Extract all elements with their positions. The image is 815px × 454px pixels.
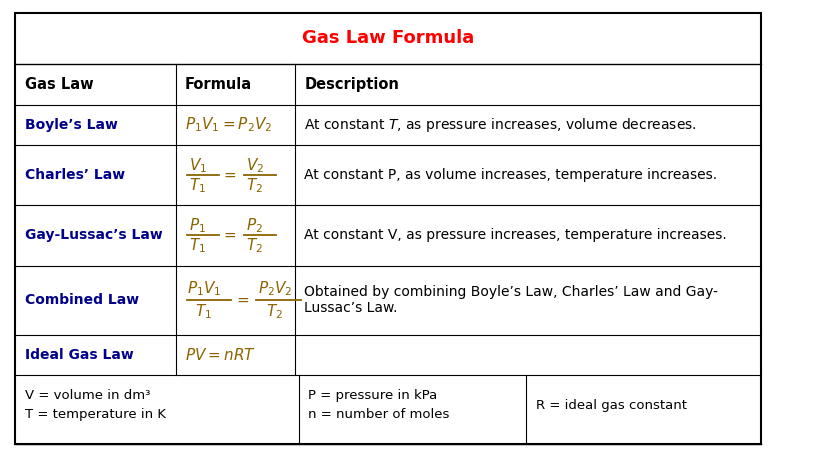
Text: $\mathit{V}_2$: $\mathit{V}_2$	[246, 156, 264, 175]
Text: =: =	[223, 168, 236, 183]
Text: R = ideal gas constant: R = ideal gas constant	[535, 399, 686, 412]
Text: $\mathit{T}_1$: $\mathit{T}_1$	[189, 176, 206, 195]
Text: Gas Law: Gas Law	[24, 77, 93, 92]
Text: At constant V, as pressure increases, temperature increases.: At constant V, as pressure increases, te…	[304, 228, 727, 242]
Text: $\mathit{P}_2$: $\mathit{P}_2$	[246, 216, 263, 235]
Text: $\mathit{P}_1\mathit{V}_1$: $\mathit{P}_1\mathit{V}_1$	[187, 279, 222, 298]
Text: Description: Description	[304, 77, 399, 92]
Text: $\mathit{T}_2$: $\mathit{T}_2$	[267, 302, 284, 321]
Text: =: =	[237, 292, 249, 307]
Text: At constant P, as volume increases, temperature increases.: At constant P, as volume increases, temp…	[304, 168, 717, 183]
Text: =: =	[223, 228, 236, 243]
Text: Obtained by combining Boyle’s Law, Charles’ Law and Gay-
Lussac’s Law.: Obtained by combining Boyle’s Law, Charl…	[304, 285, 718, 315]
Text: $\mathit{P}_2\mathit{V}_2$: $\mathit{P}_2\mathit{V}_2$	[258, 279, 293, 298]
Text: P = pressure in kPa
n = number of moles: P = pressure in kPa n = number of moles	[308, 390, 449, 421]
Text: $\mathit{PV} = n\mathit{RT}$: $\mathit{PV} = n\mathit{RT}$	[185, 347, 256, 363]
Text: V = volume in dm³
T = temperature in K: V = volume in dm³ T = temperature in K	[24, 390, 165, 421]
Text: $\mathit{V}_1$: $\mathit{V}_1$	[189, 156, 207, 175]
Text: $\mathit{T}_2$: $\mathit{T}_2$	[246, 176, 263, 195]
Text: Gay-Lussac’s Law: Gay-Lussac’s Law	[24, 228, 162, 242]
Text: $\mathit{P}_1\mathit{V}_1 = \mathit{P}_2\mathit{V}_2$: $\mathit{P}_1\mathit{V}_1 = \mathit{P}_2…	[185, 116, 272, 134]
Text: $\mathit{T}_1$: $\mathit{T}_1$	[195, 302, 212, 321]
Text: Gas Law Formula: Gas Law Formula	[302, 29, 474, 47]
Text: Charles’ Law: Charles’ Law	[24, 168, 125, 183]
Text: Combined Law: Combined Law	[24, 293, 139, 307]
Text: Ideal Gas Law: Ideal Gas Law	[24, 348, 134, 362]
Text: Formula: Formula	[185, 77, 252, 92]
Text: $\mathit{P}_1$: $\mathit{P}_1$	[189, 216, 205, 235]
Text: $\mathit{T}_1$: $\mathit{T}_1$	[189, 236, 206, 255]
Text: At constant $\mathit{T}$, as pressure increases, volume decreases.: At constant $\mathit{T}$, as pressure in…	[304, 116, 697, 134]
Text: Boyle’s Law: Boyle’s Law	[24, 118, 117, 132]
Text: $\mathit{T}_2$: $\mathit{T}_2$	[246, 236, 263, 255]
